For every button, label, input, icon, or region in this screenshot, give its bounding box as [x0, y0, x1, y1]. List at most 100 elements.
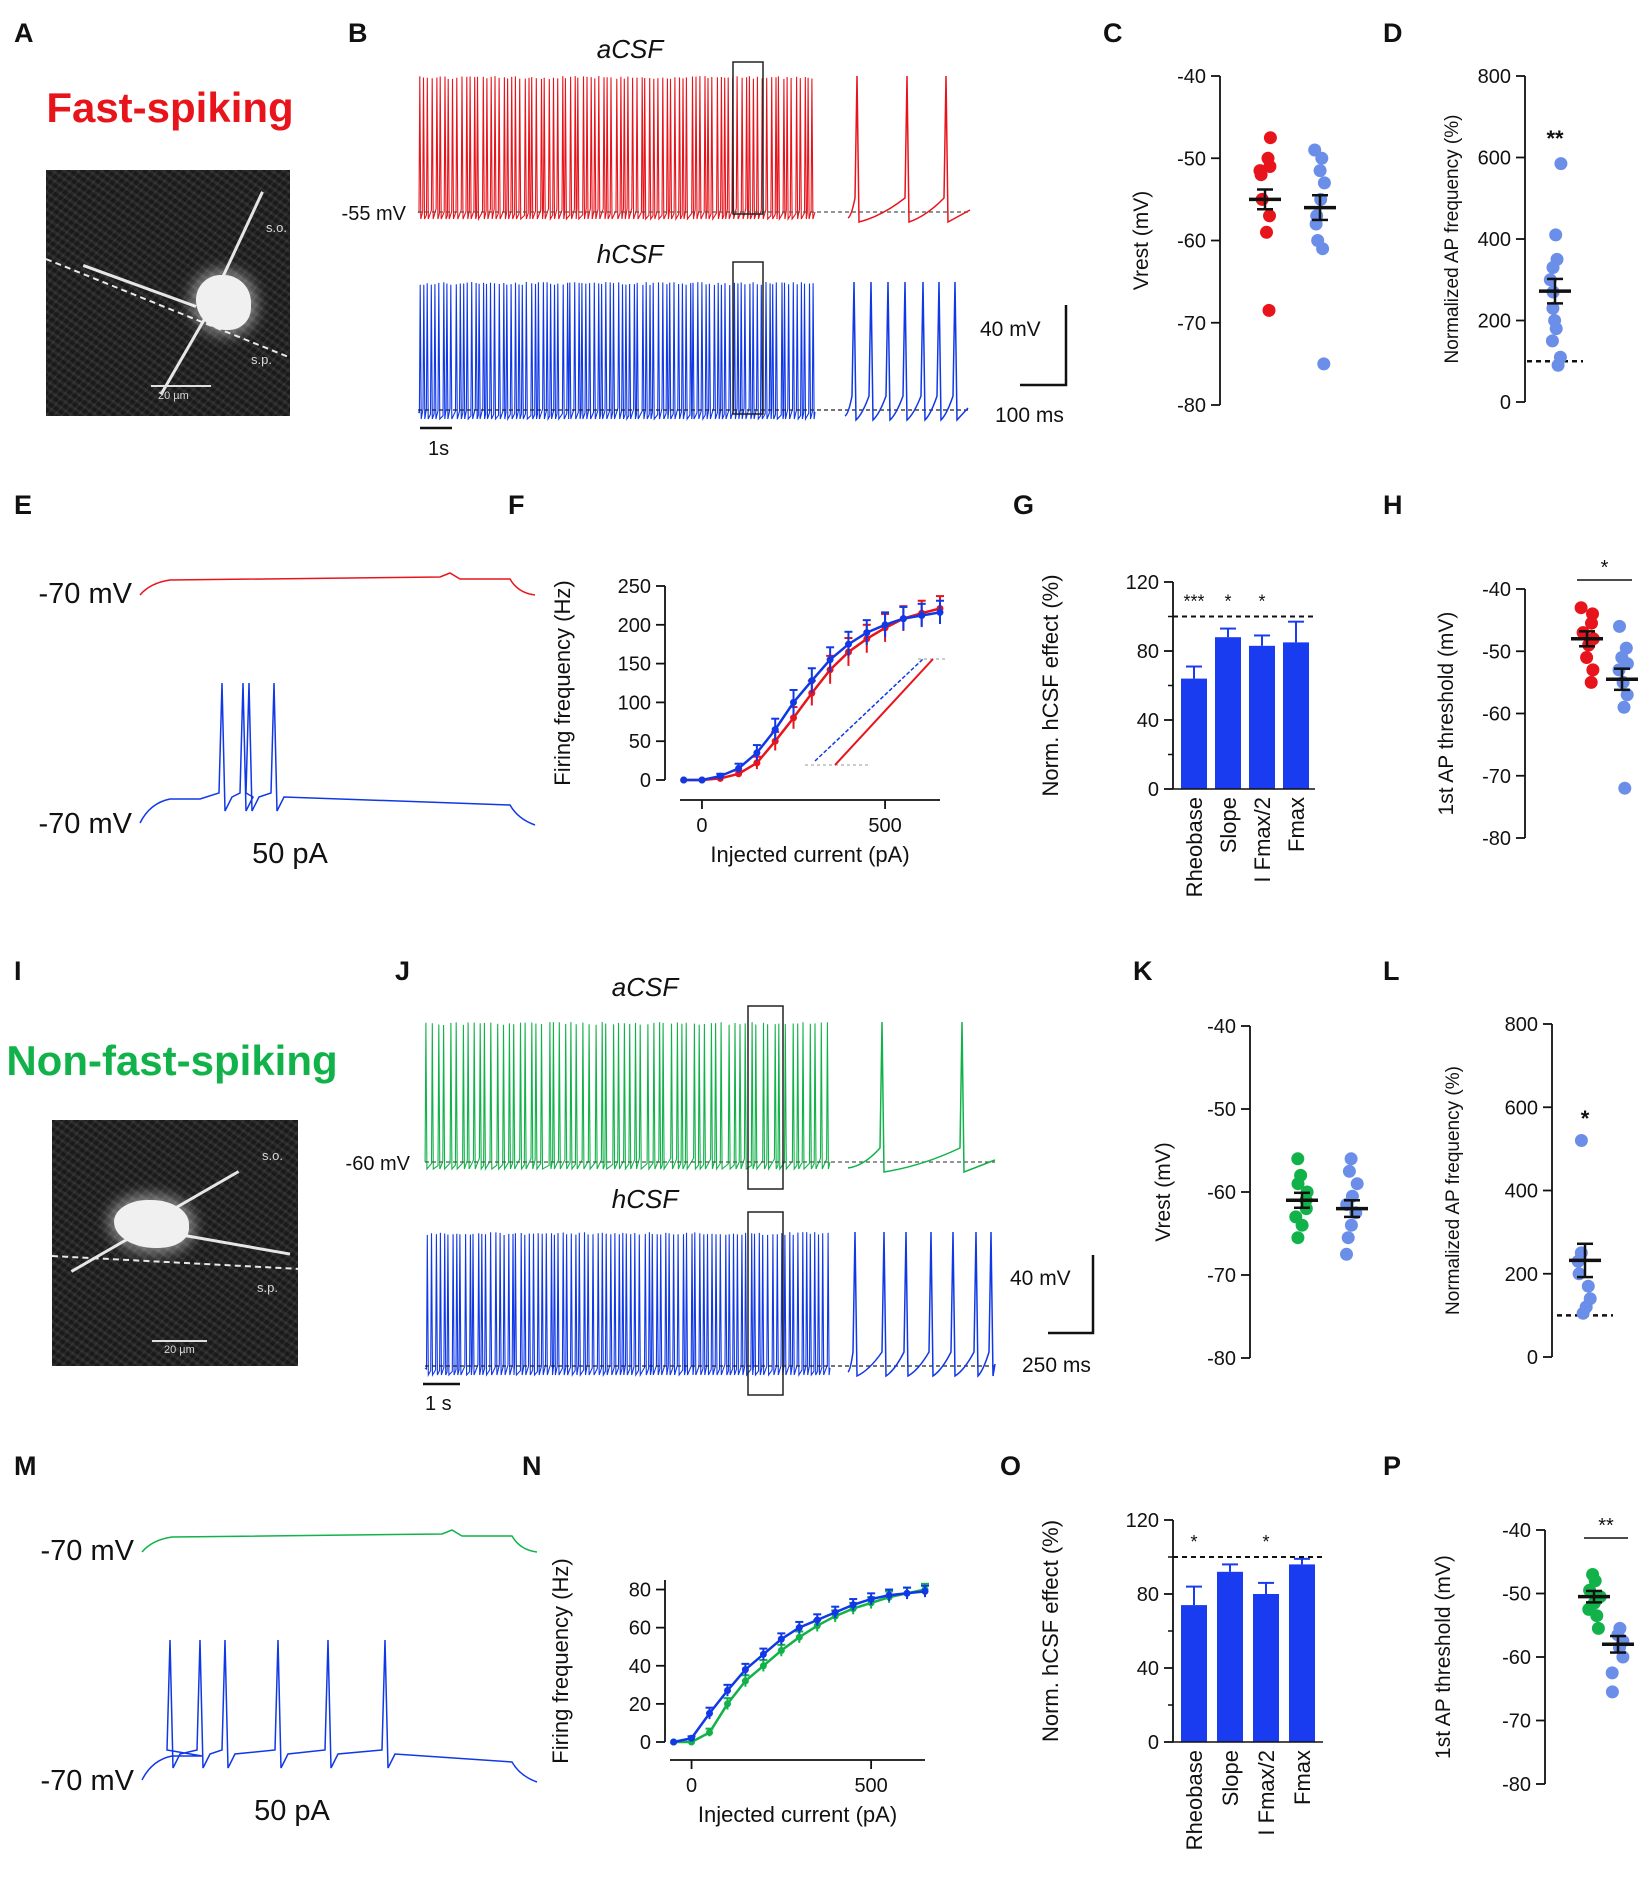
data-point — [1605, 1685, 1619, 1699]
fast-ramp-top-vm: -70 mV — [39, 578, 133, 610]
chart-p-y-tick-label: -40 — [1502, 1520, 1531, 1542]
cell-type-titles: Fast-spiking Non-fast-spiking — [6, 84, 337, 1084]
panel-letter-f: F — [508, 490, 525, 520]
layer-label-so: s.o. — [266, 220, 287, 235]
hcsf-zoom-trace — [844, 281, 969, 422]
panel-letter-i: I — [14, 956, 22, 986]
chart-d-y-tick-label: 800 — [1478, 66, 1511, 88]
electrophysiology-traces: aCSF hCSF -55 mV 40 mV 100 ms 1s aCSF hCSF -60 m… — [39, 34, 1095, 1827]
series-line-aCSF — [673, 1588, 926, 1744]
layer-label-sp: s.p. — [251, 352, 272, 367]
inset-slope-hcsf — [814, 658, 924, 762]
scale-bar-label: 20 µm — [158, 390, 189, 402]
data-point — [1350, 1177, 1364, 1191]
chart-f-x-tick-label: 0 — [696, 815, 707, 837]
chart-n-y-tick-label: 80 — [629, 1580, 651, 1602]
data-point — [1295, 1218, 1309, 1232]
data-point — [1585, 616, 1598, 630]
panel-letter-h: H — [1383, 490, 1403, 520]
layer-label-so: s.o. — [262, 1148, 283, 1163]
series-line-hCSF — [673, 1590, 926, 1744]
chart-n-x-tick-label: 500 — [854, 1775, 887, 1797]
data-point — [1317, 176, 1331, 190]
series-line-hCSF — [683, 611, 941, 782]
panel-letter-d: D — [1383, 18, 1403, 48]
panel-letter-o: O — [1000, 1451, 1021, 1481]
chart-f-y-tick-label: 0 — [640, 770, 651, 792]
data-point — [1260, 225, 1273, 239]
data-point — [1263, 131, 1277, 145]
significance-stars: * — [1262, 1532, 1269, 1552]
chart-h-y-tick-label: -50 — [1482, 641, 1511, 663]
bar — [1283, 642, 1309, 789]
nonfast-ramp-bottom-vm: -70 mV — [41, 1765, 135, 1797]
data-point — [1313, 164, 1327, 178]
chart-h-y-tick-label: -60 — [1482, 704, 1511, 726]
chart-o-y-tick-label: 80 — [1137, 1584, 1159, 1606]
significance-stars: * — [1581, 1106, 1590, 1131]
chart-o-y-tick-label: 0 — [1148, 1732, 1159, 1754]
resting-potential-label: -60 mV — [346, 1153, 411, 1175]
data-point — [1262, 303, 1276, 317]
chart-n-y-tick-label: 60 — [629, 1618, 651, 1640]
data-point — [1263, 209, 1276, 223]
chart-c-y-label: Vrest (mV) — [1130, 191, 1153, 291]
chart-k-y-label: Vrest (mV) — [1152, 1142, 1175, 1242]
chart-l: 0 200 400 600 800 Normalized AP frequency (%)… — [1443, 1014, 1613, 1369]
data-point — [1315, 151, 1329, 165]
chart-h-y-tick-label: -80 — [1482, 828, 1511, 850]
nonfast-ramp-current: 50 pA — [254, 1795, 330, 1827]
data-point — [1618, 781, 1632, 795]
chart-f-y-tick-label: 50 — [629, 731, 651, 753]
chart-n-y-tick-label: 20 — [629, 1694, 651, 1716]
panel-letter-b: B — [348, 18, 368, 48]
panel-letter-m: M — [14, 1451, 37, 1481]
chart-c-y-tick-label: -70 — [1177, 313, 1206, 335]
chart-c-y-tick-label: -50 — [1177, 148, 1206, 170]
chart-c-y-tick-label: -40 — [1177, 66, 1206, 88]
chart-p-y-tick-label: -70 — [1502, 1711, 1531, 1733]
chart-g-y-tick-label: 0 — [1148, 779, 1159, 801]
chart-g-y-tick-label: 40 — [1137, 710, 1159, 732]
category-label: I Fmax/2 — [1254, 1750, 1279, 1836]
significance-stars: * — [1224, 592, 1231, 612]
data-point — [1588, 1574, 1602, 1588]
data-point — [1572, 1267, 1586, 1281]
chart-k: -40 -50 -60 -70 -80 Vrest (mV) — [1152, 1016, 1368, 1370]
data-point — [1291, 1231, 1305, 1245]
trace-label-acsf: aCSF — [597, 34, 666, 64]
chart-l-y-tick-label: 400 — [1505, 1181, 1538, 1203]
acsf-zoom-trace — [847, 1021, 996, 1174]
chart-h-y-label: 1st AP threshold (mV) — [1435, 612, 1458, 816]
chart-d: 0 200 400 600 800 Normalized AP frequency (%)… — [1442, 66, 1583, 414]
fast-spiking-title: Fast-spiking — [46, 84, 293, 131]
chart-c-y-tick-label: -60 — [1177, 231, 1206, 253]
panel-letter-j: J — [395, 956, 410, 986]
data-point — [1342, 1164, 1356, 1178]
data-point — [1317, 357, 1331, 371]
chart-k-y-tick-label: -80 — [1207, 1348, 1236, 1370]
zoom-window-box — [747, 1005, 784, 1190]
chart-f-x-tick-label: 500 — [868, 815, 901, 837]
data-point — [1574, 601, 1588, 615]
significance-stars: * — [1601, 557, 1609, 579]
panel-letters: A B C D E F G H I J K L M N O P — [14, 18, 1403, 1481]
data-point — [1344, 1152, 1358, 1166]
chart-n-y-label: Firing frequency (Hz) — [548, 1558, 573, 1763]
chart-g-y-label: Norm. hCSF effect (%) — [1038, 574, 1063, 796]
data-point — [1582, 638, 1596, 652]
scale-bar — [151, 385, 211, 387]
category-label: Fmax — [1284, 797, 1309, 852]
inset-slope-acsf — [834, 658, 934, 766]
chart-n-y-tick-label: 0 — [640, 1732, 651, 1754]
data-point — [1617, 700, 1631, 714]
resting-potential-label: -55 mV — [342, 203, 407, 225]
chart-k-y-tick-label: -60 — [1207, 1182, 1236, 1204]
data-point — [1605, 1666, 1619, 1680]
data-point — [1316, 242, 1330, 256]
scale-bar-ms-label: 250 ms — [1022, 1354, 1091, 1377]
scale-bar — [1048, 1255, 1095, 1335]
panel-letter-l: L — [1383, 956, 1400, 986]
